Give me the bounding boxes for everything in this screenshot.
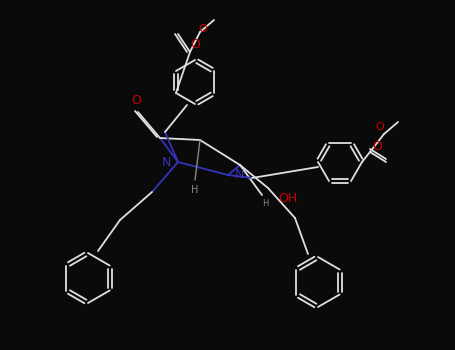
Text: OH: OH bbox=[278, 191, 297, 204]
Text: N: N bbox=[162, 155, 171, 168]
Text: H: H bbox=[262, 199, 268, 209]
Text: O: O bbox=[131, 94, 141, 107]
Text: H: H bbox=[191, 185, 199, 195]
Text: O: O bbox=[372, 140, 382, 153]
Text: O: O bbox=[199, 24, 207, 34]
Text: O: O bbox=[190, 37, 200, 50]
Text: N: N bbox=[235, 168, 244, 182]
Text: O: O bbox=[376, 122, 384, 132]
